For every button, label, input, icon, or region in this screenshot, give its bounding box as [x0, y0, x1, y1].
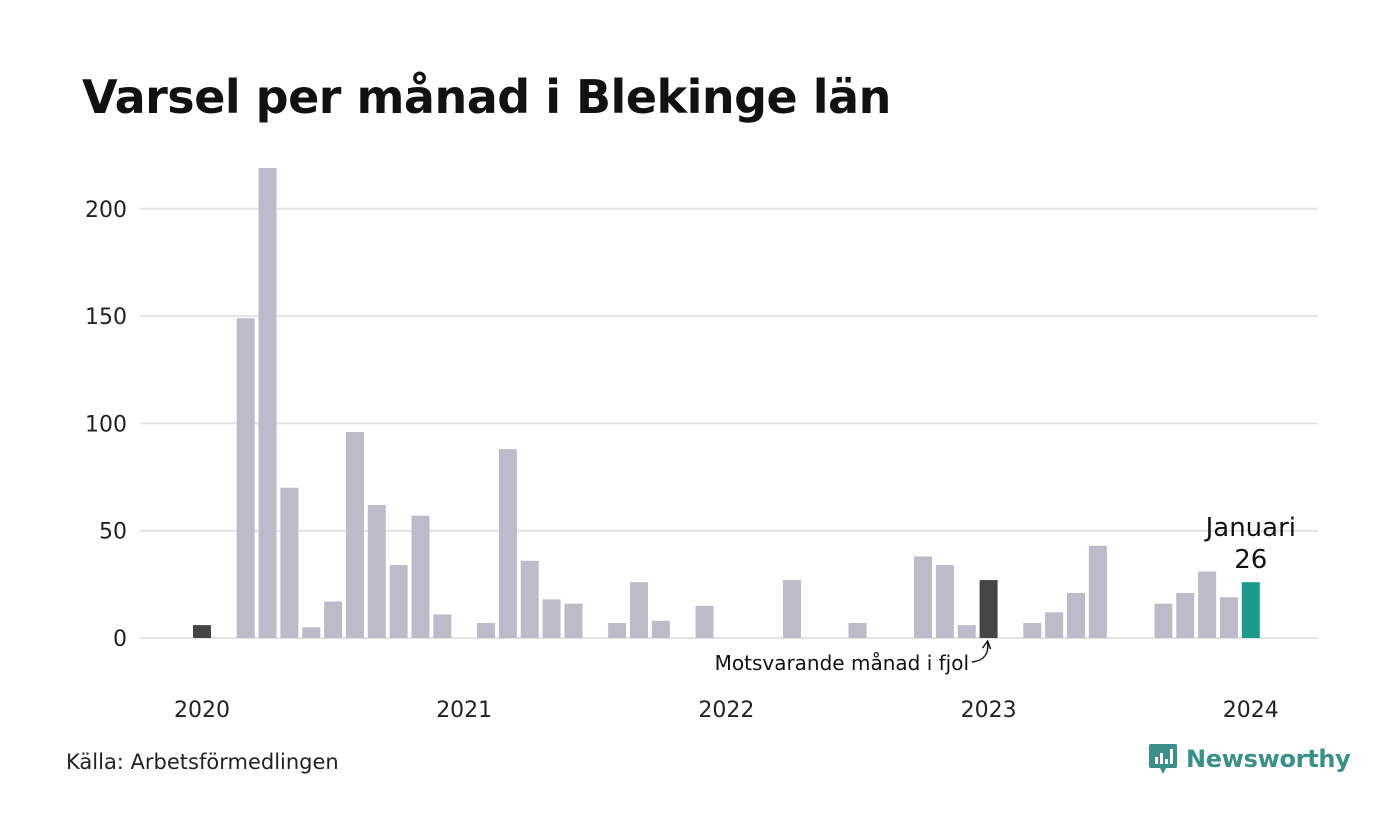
bar	[1154, 603, 1173, 638]
bar	[542, 599, 561, 638]
bar	[979, 580, 998, 638]
bar	[258, 168, 277, 638]
bar	[1023, 622, 1042, 638]
bar	[695, 605, 714, 638]
y-tick-label: 50	[99, 520, 127, 545]
bar	[1088, 545, 1107, 638]
bar	[1241, 582, 1260, 638]
chart-title: Varsel per månad i Blekinge län	[82, 70, 891, 124]
annotation-arrowhead	[982, 639, 992, 650]
bar	[280, 487, 299, 638]
bar	[630, 582, 648, 638]
y-tick-label: 0	[113, 627, 127, 652]
y-tick-label: 200	[85, 198, 127, 223]
bar	[1045, 612, 1064, 638]
bar	[782, 580, 801, 638]
bar	[914, 556, 933, 638]
y-tick-label: 150	[85, 305, 127, 330]
bar	[345, 431, 364, 638]
bar	[302, 627, 321, 638]
x-tick-label: 2024	[1223, 698, 1279, 723]
x-tick-label: 2020	[174, 698, 230, 723]
bar	[608, 622, 627, 638]
bar	[477, 622, 496, 638]
x-tick-label: 2023	[961, 698, 1017, 723]
x-tick-label: 2021	[436, 698, 492, 723]
annotation-current-value: 26	[1234, 545, 1267, 575]
bar	[324, 601, 343, 638]
newsworthy-logo-icon	[1148, 742, 1178, 776]
bar	[957, 625, 976, 638]
bar	[935, 565, 954, 638]
annotation-previous-year: Motsvarande månad i fjol	[715, 651, 969, 675]
annotation-arrow	[971, 641, 989, 663]
x-tick-label: 2022	[698, 698, 754, 723]
source-credit: Källa: Arbetsförmedlingen	[66, 750, 339, 774]
bar	[236, 318, 255, 638]
bar	[433, 614, 452, 638]
brand-logo[interactable]: Newsworthy	[1148, 742, 1351, 776]
bar	[1198, 571, 1217, 638]
bar	[389, 565, 408, 638]
bar	[193, 625, 211, 638]
bar	[520, 560, 539, 638]
bar	[367, 504, 386, 638]
bar	[498, 449, 517, 638]
bar	[564, 603, 583, 638]
bar	[411, 515, 430, 638]
bar	[1067, 592, 1085, 638]
bar	[651, 620, 670, 638]
bar	[1219, 597, 1238, 638]
brand-name: Newsworthy	[1186, 745, 1351, 773]
bar	[848, 622, 867, 638]
y-tick-label: 100	[85, 412, 127, 437]
bar	[1176, 592, 1195, 638]
annotation-current-month: Januari	[1204, 513, 1296, 543]
